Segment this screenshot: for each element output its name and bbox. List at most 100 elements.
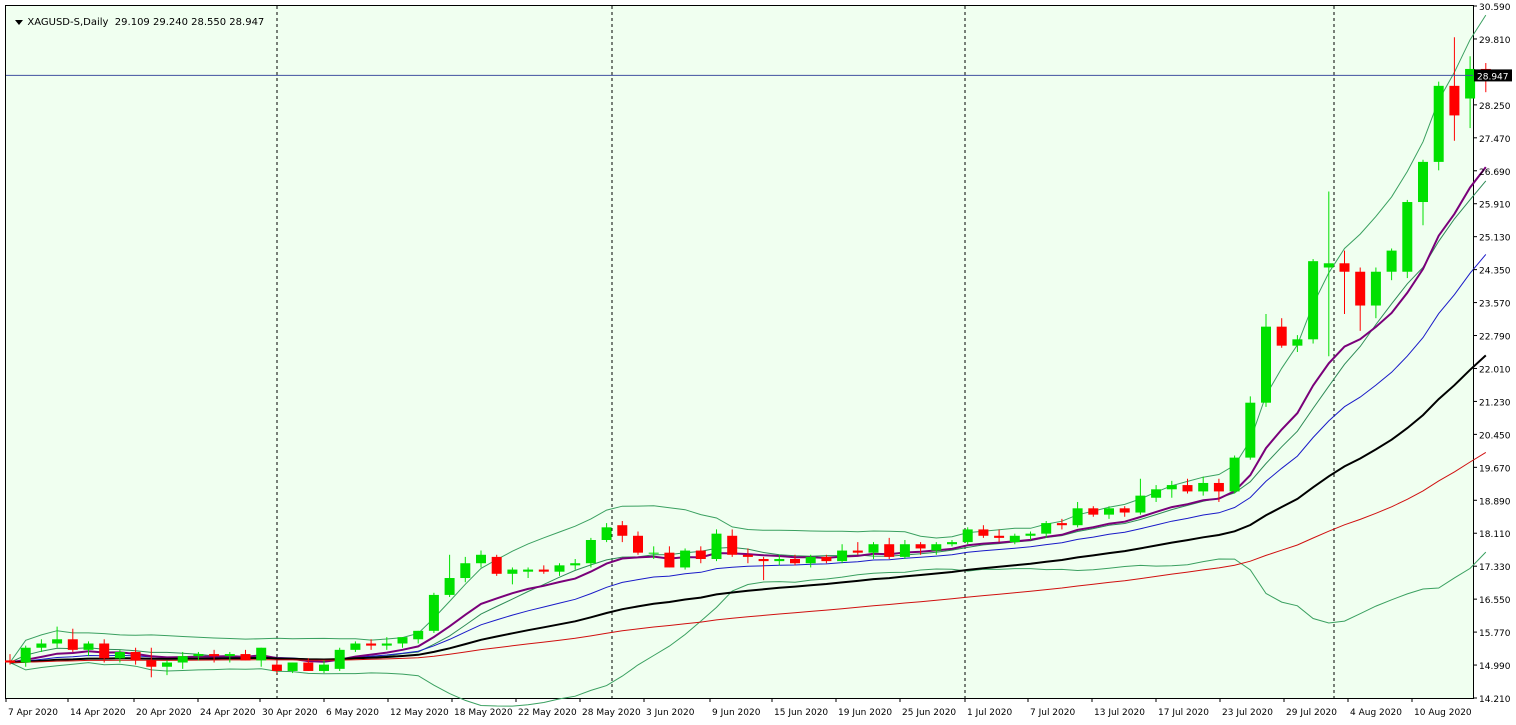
candle (476, 550, 486, 568)
candle (1339, 250, 1350, 314)
candle-body (931, 544, 942, 551)
candle-body (350, 643, 361, 650)
dropdown-triangle-icon[interactable] (15, 19, 24, 25)
candle-body (868, 544, 879, 553)
y-tick-label: 29.810 (1479, 36, 1511, 46)
candle-body (1135, 495, 1146, 513)
candle-body (1151, 489, 1162, 498)
candle (994, 529, 1005, 543)
candle (1119, 506, 1130, 517)
x-tick-label: 22 May 2020 (518, 708, 577, 718)
candle (931, 542, 942, 555)
candle-body (648, 552, 659, 554)
chart-header: XAGUSD-S,Daily 29.109 29.240 28.550 28.9… (9, 6, 264, 28)
candle (1370, 267, 1381, 319)
candle-body (1072, 508, 1083, 526)
y-tick-label: 21.230 (1479, 398, 1511, 408)
x-tick-label: 20 Apr 2020 (136, 708, 192, 718)
ma-black-line (9, 354, 1487, 664)
candle (695, 546, 706, 564)
candle (381, 637, 392, 650)
candle-body (224, 654, 235, 657)
candle (837, 544, 848, 564)
candle-body (1198, 482, 1209, 492)
x-tick-label: 18 May 2020 (454, 708, 513, 718)
candle (1355, 267, 1366, 331)
candle-body (790, 559, 800, 564)
candle-body (805, 556, 816, 564)
candle (648, 546, 659, 560)
x-tick-label: 9 Jun 2020 (712, 708, 761, 718)
candle (1308, 259, 1319, 344)
candle (130, 647, 141, 665)
ohlc-values: 29.109 29.240 28.550 28.947 (114, 17, 265, 28)
candle (664, 546, 675, 568)
candle (1449, 37, 1460, 141)
candle (852, 542, 863, 555)
candle (805, 554, 816, 568)
candle (758, 556, 769, 581)
bollinger-lower-line (9, 551, 1487, 707)
candle (1245, 396, 1256, 460)
candle-body (837, 550, 848, 562)
candle (899, 539, 910, 560)
y-tick-label: 18.890 (1479, 497, 1511, 507)
y-tick-label: 25.910 (1479, 201, 1511, 211)
x-tick-label: 14 Apr 2020 (70, 708, 126, 718)
candle (444, 554, 455, 598)
candle (962, 527, 973, 545)
candle (1261, 313, 1271, 407)
candle (428, 592, 439, 633)
y-tick-label: 14.210 (1479, 695, 1511, 705)
candle-body (1386, 250, 1397, 272)
candle-body (1418, 161, 1428, 203)
y-tick-label: 28.250 (1479, 102, 1511, 112)
candle-body (633, 535, 643, 553)
candle (1135, 478, 1146, 515)
candle (413, 630, 424, 644)
candle-body (1088, 508, 1099, 515)
indicator-lines (9, 14, 1487, 707)
candle-body (428, 594, 439, 631)
candle-body (1465, 68, 1476, 99)
candle (350, 641, 361, 652)
candle-body (20, 647, 31, 663)
candle-body (821, 556, 832, 562)
candle (680, 548, 691, 570)
candle-body (570, 563, 581, 566)
candle (790, 554, 800, 566)
candle-body (742, 554, 753, 557)
candle-body (1339, 263, 1350, 272)
candle-body (476, 554, 486, 564)
candle-body (460, 563, 471, 579)
x-tick-label: 7 Jul 2020 (1030, 708, 1075, 718)
candle-body (1056, 523, 1067, 526)
candle-body (711, 533, 722, 560)
x-tick-label: 28 May 2020 (582, 708, 641, 718)
candle (978, 525, 989, 538)
candle-body (1449, 85, 1460, 116)
candle-body (664, 552, 675, 568)
plot-area (5, 5, 1474, 699)
candle-body (1229, 457, 1240, 492)
candle-body (994, 535, 1005, 538)
candle (1323, 191, 1334, 357)
candle-body (962, 529, 973, 543)
ma-purple-line (9, 166, 1487, 664)
candle (1292, 335, 1303, 352)
bollinger-upper-line (9, 14, 1487, 663)
candle-body (114, 651, 125, 659)
candle (554, 563, 565, 576)
candle-body (1213, 482, 1224, 492)
candle (1386, 248, 1397, 281)
candle-body (1370, 271, 1381, 306)
candle (240, 649, 251, 661)
candle (52, 626, 63, 648)
candle-body (256, 647, 267, 661)
candle (523, 567, 534, 579)
y-tick-label: 27.470 (1479, 135, 1511, 145)
x-tick-label: 12 May 2020 (390, 708, 449, 718)
x-tick-label: 24 Apr 2020 (200, 708, 256, 718)
candle-body (507, 569, 518, 574)
candle-body (209, 654, 220, 657)
